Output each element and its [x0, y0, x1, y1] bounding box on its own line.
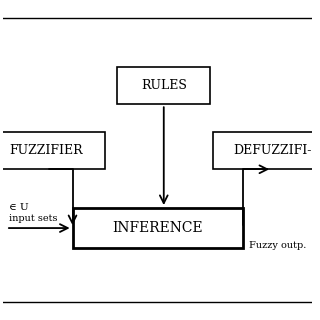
Bar: [117, 67, 210, 104]
Bar: [73, 208, 243, 248]
Text: ∈ U: ∈ U: [9, 204, 29, 212]
Text: INFERENCE: INFERENCE: [112, 221, 203, 235]
Text: RULES: RULES: [141, 79, 187, 92]
Text: DEFUZZIFI-: DEFUZZIFI-: [233, 144, 311, 157]
Text: FUZZIFIER: FUZZIFIER: [9, 144, 83, 157]
Text: input sets: input sets: [9, 214, 58, 223]
Bar: [0, 132, 105, 169]
Text: Fuzzy outp.: Fuzzy outp.: [249, 241, 306, 250]
Bar: [213, 132, 320, 169]
